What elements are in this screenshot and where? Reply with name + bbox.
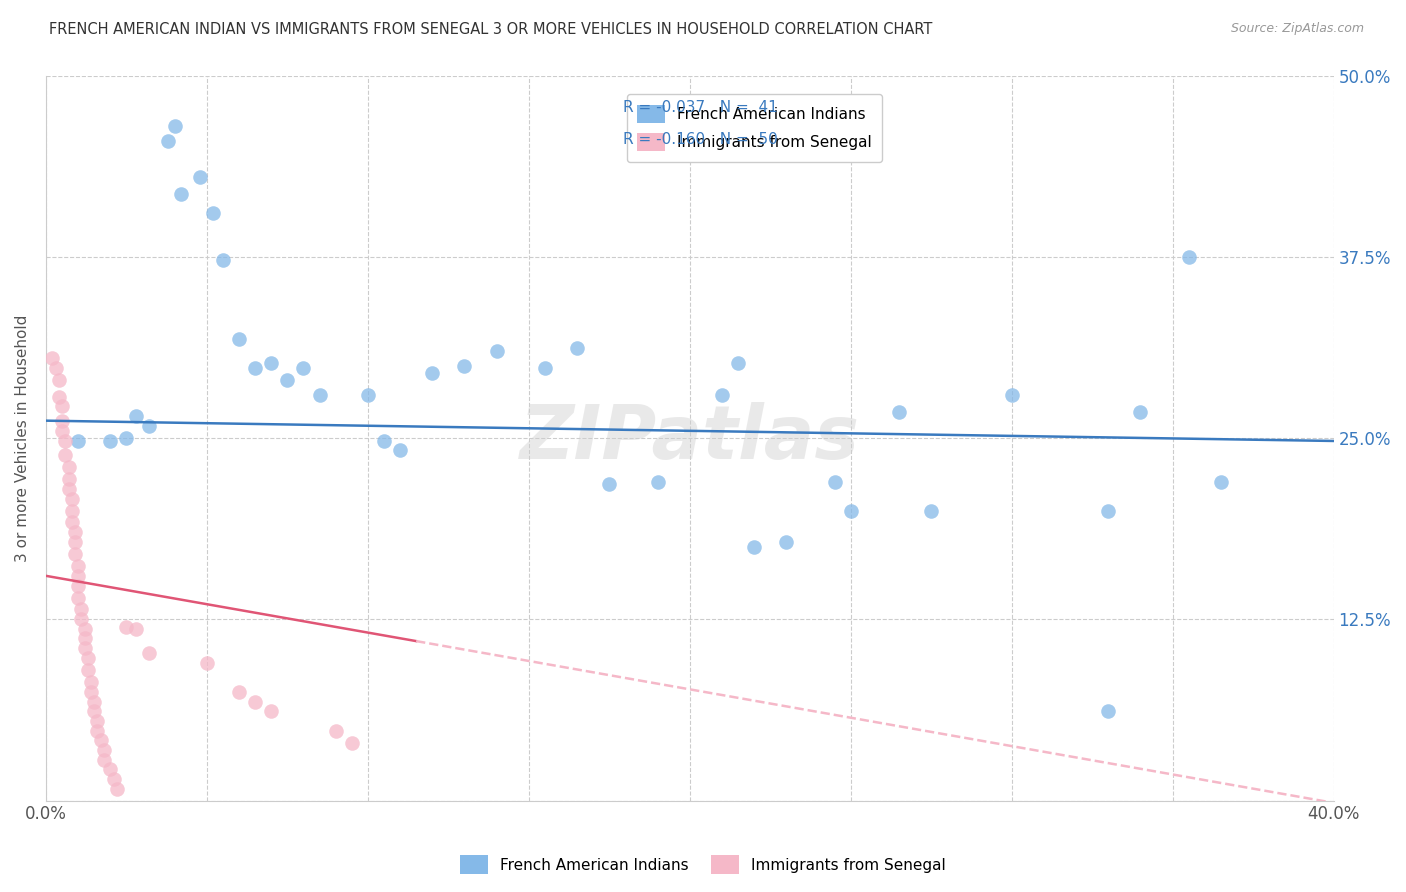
Point	[228, 333, 250, 347]
Point	[63, 525, 86, 540]
Point	[1177, 250, 1199, 264]
Point	[276, 373, 298, 387]
Point	[1097, 503, 1119, 517]
Point	[647, 475, 669, 489]
Text: ZIPatlas: ZIPatlas	[520, 401, 859, 475]
Point	[86, 724, 108, 739]
Point	[598, 477, 620, 491]
Point	[98, 434, 121, 448]
Point	[228, 685, 250, 699]
Point	[138, 419, 160, 434]
Point	[53, 449, 76, 463]
Point	[60, 515, 83, 529]
Point	[340, 736, 363, 750]
Point	[83, 704, 105, 718]
Point	[63, 535, 86, 549]
Point	[190, 169, 212, 184]
Point	[67, 569, 90, 583]
Point	[485, 344, 508, 359]
Point	[292, 361, 315, 376]
Point	[420, 366, 443, 380]
Point	[727, 356, 749, 370]
Point	[60, 503, 83, 517]
Point	[839, 503, 862, 517]
Point	[125, 409, 148, 424]
Point	[260, 356, 283, 370]
Point	[73, 623, 96, 637]
Point	[48, 391, 70, 405]
Point	[389, 442, 412, 457]
Point	[357, 387, 380, 401]
Point	[1001, 387, 1024, 401]
Point	[212, 252, 235, 267]
Point	[58, 482, 80, 496]
Text: R = -0.037   N =  41: R = -0.037 N = 41	[623, 100, 778, 115]
Point	[73, 631, 96, 645]
Point	[58, 472, 80, 486]
Point	[245, 695, 267, 709]
Point	[83, 695, 105, 709]
Point	[742, 540, 765, 554]
Point	[245, 361, 267, 376]
Point	[1209, 475, 1232, 489]
Point	[775, 535, 797, 549]
Point	[93, 753, 115, 767]
Point	[67, 579, 90, 593]
Point	[93, 743, 115, 757]
Point	[51, 399, 73, 413]
Point	[115, 619, 138, 633]
Point	[41, 351, 63, 366]
Point	[195, 656, 218, 670]
Point	[710, 387, 733, 401]
Point	[73, 641, 96, 656]
Point	[125, 623, 148, 637]
Point	[76, 651, 98, 665]
Point	[60, 491, 83, 506]
Point	[887, 405, 910, 419]
Point	[70, 602, 93, 616]
Point	[103, 772, 125, 786]
Point	[80, 674, 103, 689]
Point	[67, 434, 90, 448]
Point	[98, 762, 121, 776]
Point	[373, 434, 395, 448]
Point	[260, 704, 283, 718]
Text: Source: ZipAtlas.com: Source: ZipAtlas.com	[1230, 22, 1364, 36]
Y-axis label: 3 or more Vehicles in Household: 3 or more Vehicles in Household	[15, 314, 30, 562]
Point	[58, 460, 80, 475]
Point	[45, 361, 67, 376]
Point	[1129, 405, 1152, 419]
Point	[51, 424, 73, 438]
Point	[565, 341, 588, 355]
Point	[202, 206, 225, 220]
Point	[453, 359, 475, 373]
Point	[138, 646, 160, 660]
Point	[76, 663, 98, 677]
Legend: French American Indians, Immigrants from Senegal: French American Indians, Immigrants from…	[627, 94, 883, 161]
Text: R = -0.160   N =  50: R = -0.160 N = 50	[623, 132, 778, 147]
Point	[115, 431, 138, 445]
Point	[90, 732, 112, 747]
Point	[105, 782, 128, 797]
Point	[67, 558, 90, 573]
Point	[1097, 704, 1119, 718]
Point	[824, 475, 846, 489]
Legend: French American Indians, Immigrants from Senegal: French American Indians, Immigrants from…	[454, 849, 952, 880]
Point	[308, 387, 330, 401]
Point	[80, 685, 103, 699]
Point	[163, 120, 186, 134]
Point	[170, 187, 193, 202]
Point	[70, 612, 93, 626]
Point	[53, 434, 76, 448]
Point	[534, 361, 557, 376]
Point	[51, 414, 73, 428]
Point	[86, 714, 108, 728]
Point	[63, 547, 86, 561]
Point	[325, 724, 347, 739]
Point	[67, 591, 90, 605]
Point	[920, 503, 942, 517]
Text: FRENCH AMERICAN INDIAN VS IMMIGRANTS FROM SENEGAL 3 OR MORE VEHICLES IN HOUSEHOL: FRENCH AMERICAN INDIAN VS IMMIGRANTS FRO…	[49, 22, 932, 37]
Point	[48, 373, 70, 387]
Point	[157, 134, 180, 148]
